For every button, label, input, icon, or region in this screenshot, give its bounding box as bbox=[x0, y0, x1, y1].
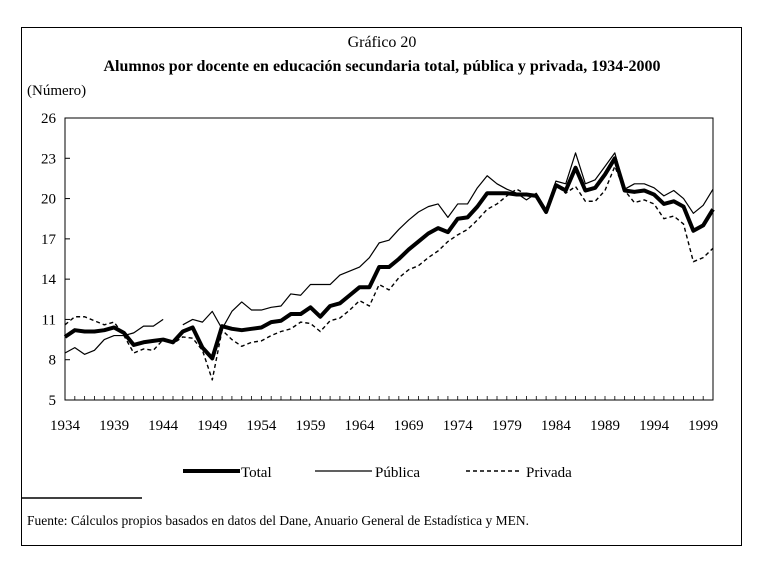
legend-label: Total bbox=[241, 465, 272, 481]
x-tick-label: 1984 bbox=[541, 418, 572, 434]
x-axis: 1934 1939 1944 1949 1954 1959 1964 1969 1974 1979… bbox=[50, 396, 718, 434]
x-tick-label: 1994 bbox=[639, 418, 670, 434]
x-tick-label: 1934 bbox=[50, 418, 81, 434]
x-tick-label: 1944 bbox=[148, 418, 179, 434]
y-axis-label: (Número) bbox=[27, 83, 86, 99]
y-tick-label: 17 bbox=[41, 232, 57, 248]
x-tick-label: 1999 bbox=[688, 418, 718, 434]
x-tick-label: 1979 bbox=[492, 418, 522, 434]
x-tick-label: 1974 bbox=[443, 418, 474, 434]
legend-label: Privada bbox=[526, 465, 572, 481]
series-line-pblica bbox=[64, 152, 714, 355]
source-note: Fuente: Cálculos propios basados en dato… bbox=[27, 513, 529, 528]
chart-title: Alumnos por docente en educación secunda… bbox=[103, 58, 660, 75]
y-axis: 5 8 11 14 17 20 23 26 bbox=[41, 111, 70, 409]
y-tick-label: 26 bbox=[41, 111, 57, 127]
y-tick-label: 23 bbox=[41, 151, 56, 167]
legend-label: Pública bbox=[375, 465, 420, 481]
y-tick-label: 14 bbox=[41, 272, 57, 288]
y-tick-label: 5 bbox=[49, 393, 57, 409]
x-tick-label: 1959 bbox=[295, 418, 325, 434]
series-lines bbox=[63, 152, 715, 381]
x-tick-label: 1949 bbox=[197, 418, 227, 434]
series-line-privada bbox=[64, 165, 714, 381]
legend: Total Pública Privada bbox=[183, 465, 572, 481]
x-tick-label: 1939 bbox=[99, 418, 129, 434]
figure-frame bbox=[21, 27, 742, 546]
y-tick-label: 20 bbox=[41, 192, 56, 208]
series-line-total bbox=[63, 156, 715, 361]
x-tick-label: 1989 bbox=[590, 418, 620, 434]
x-tick-label: 1964 bbox=[345, 418, 376, 434]
chart-supertitle: Gráfico 20 bbox=[348, 34, 417, 51]
x-tick-label: 1954 bbox=[246, 418, 277, 434]
y-tick-label: 8 bbox=[49, 353, 57, 369]
y-tick-label: 11 bbox=[42, 312, 56, 328]
x-tick-label: 1969 bbox=[394, 418, 424, 434]
